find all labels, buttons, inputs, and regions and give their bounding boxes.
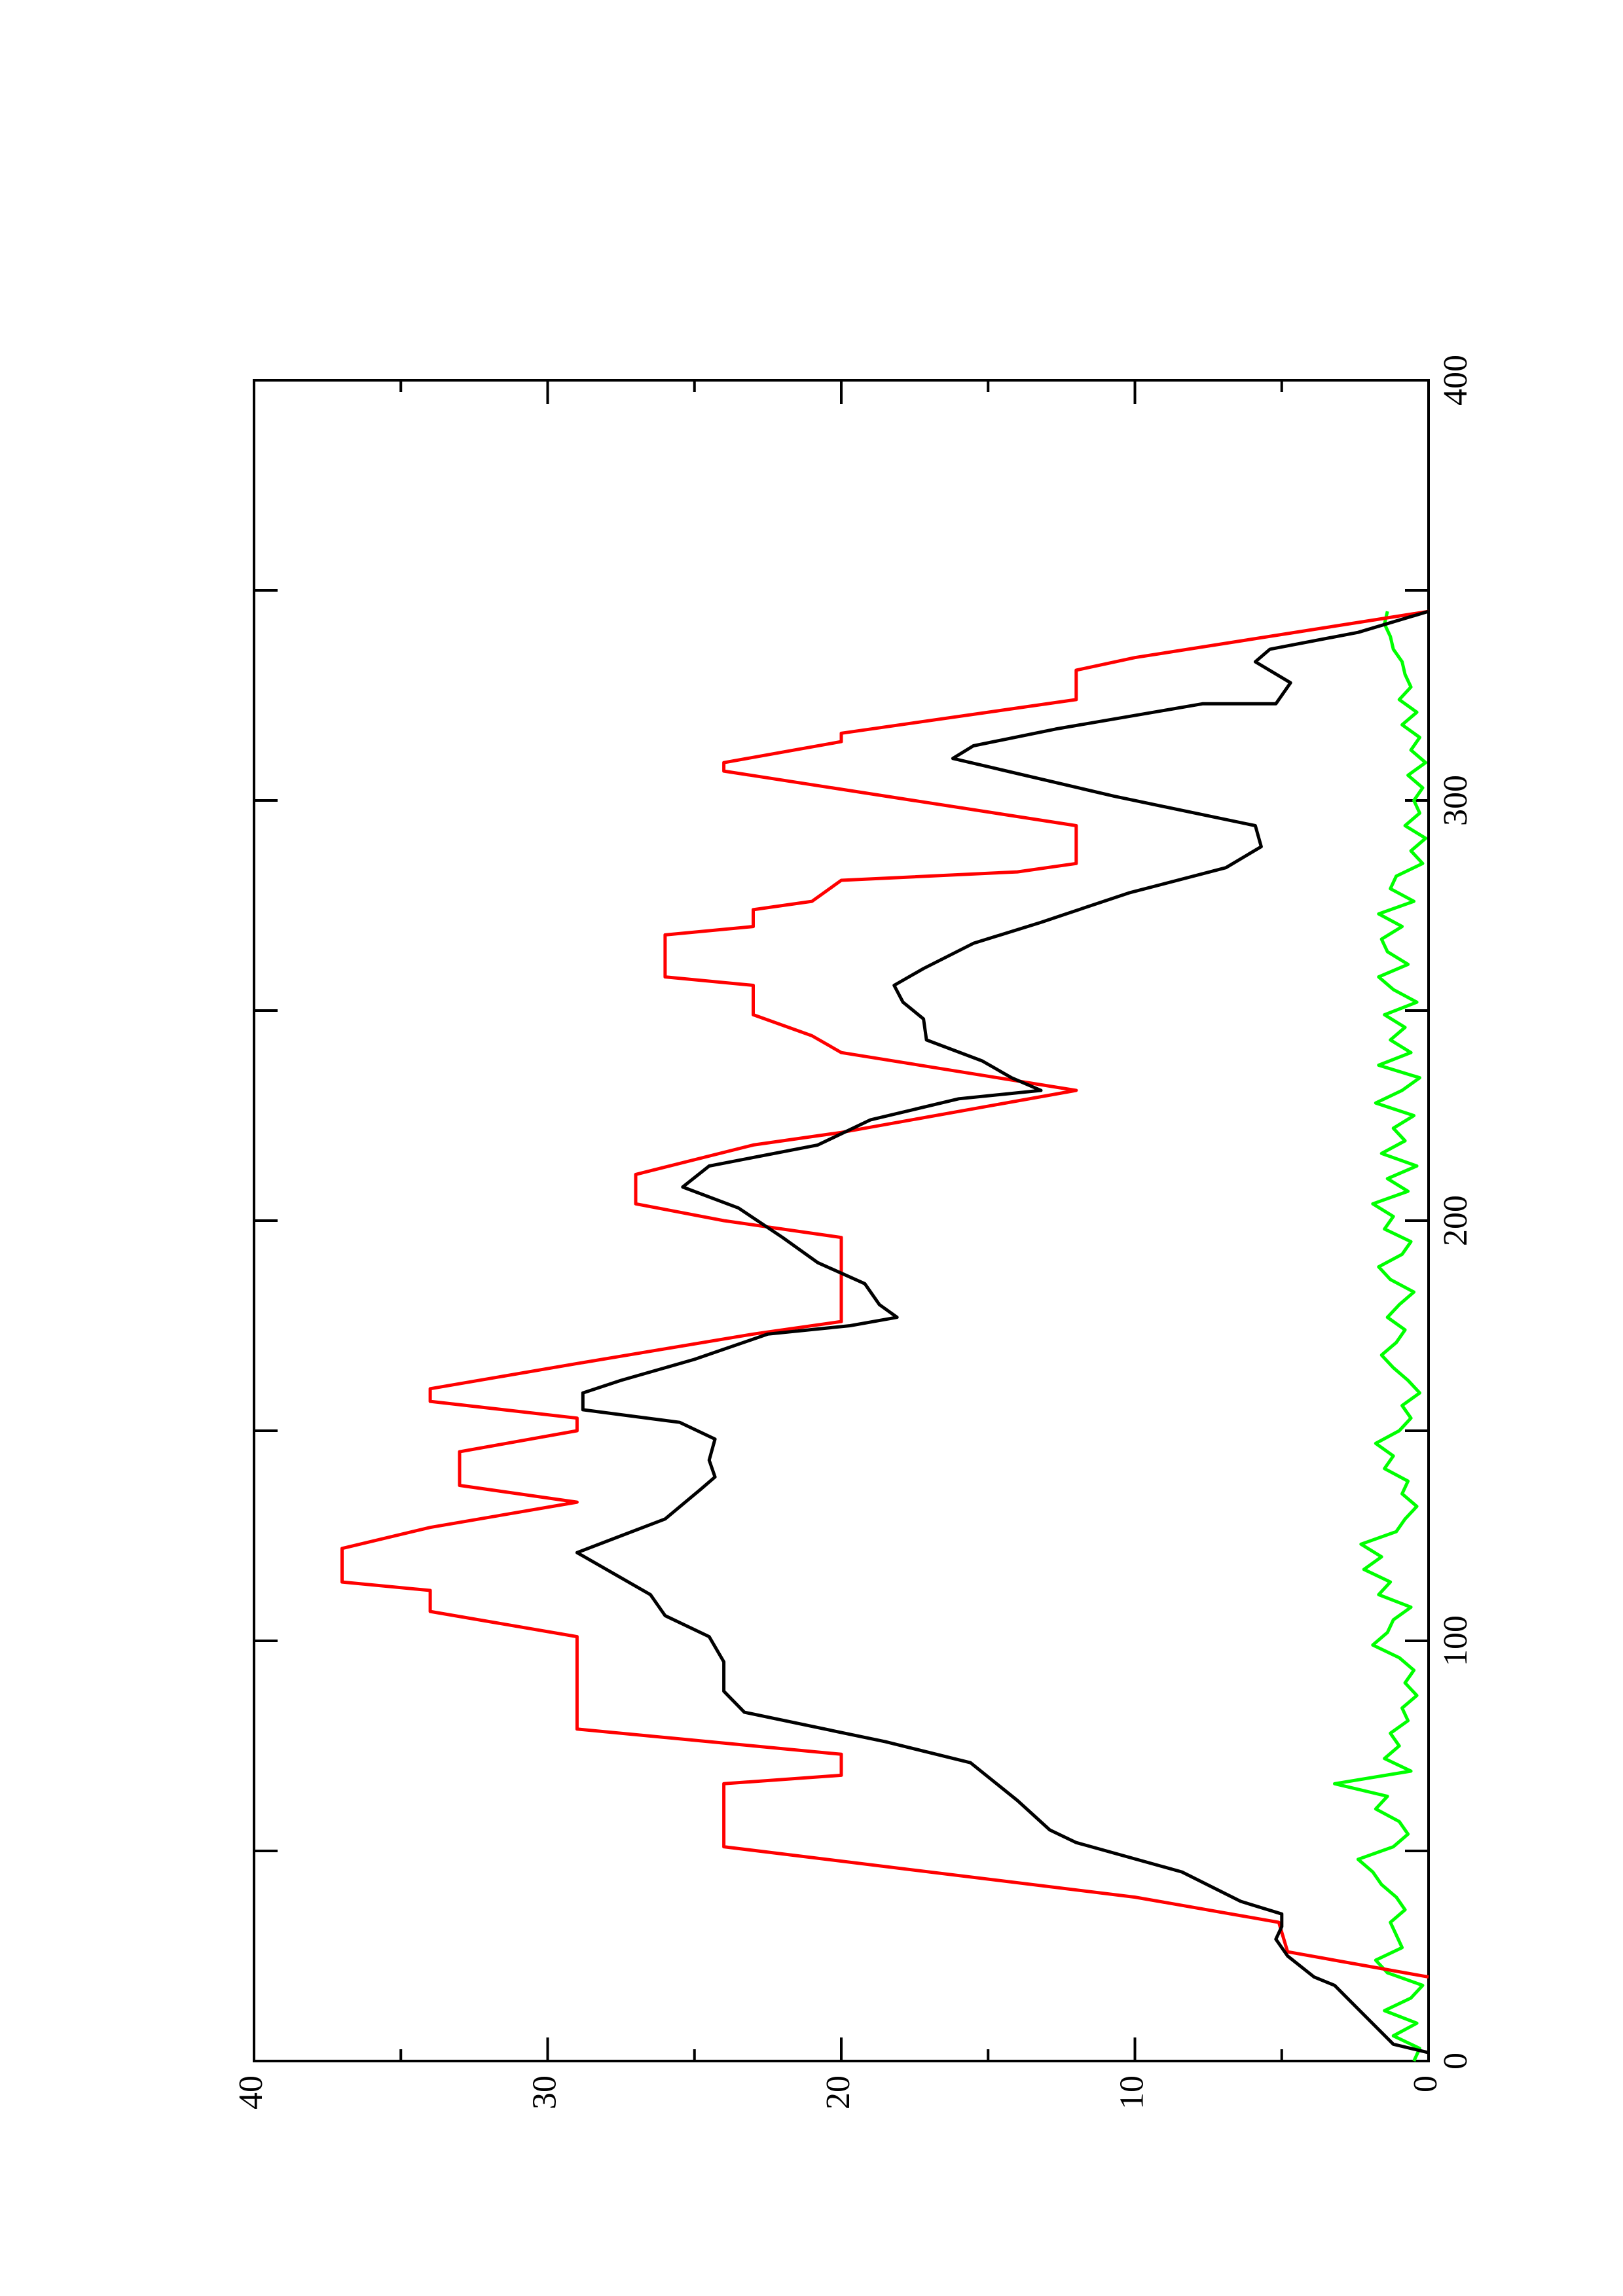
x-tick-label: 100 (1437, 1615, 1474, 1666)
y-tick-label: 0 (1407, 2075, 1444, 2092)
x-tick-label: 300 (1437, 775, 1474, 826)
y-tick-label: 20 (820, 2075, 857, 2109)
series-line (1333, 611, 1427, 2062)
series-line (575, 609, 1429, 2054)
y-tick-label: 30 (526, 2075, 563, 2109)
series-line (340, 609, 1429, 1979)
x-tick-label: 400 (1437, 355, 1474, 406)
y-tick-label: 10 (1113, 2075, 1150, 2109)
x-tick-label: 0 (1437, 2053, 1474, 2070)
plot-frame (253, 379, 1430, 2062)
y-tick-label: 40 (232, 2075, 270, 2109)
x-tick-label: 200 (1437, 1195, 1474, 1246)
